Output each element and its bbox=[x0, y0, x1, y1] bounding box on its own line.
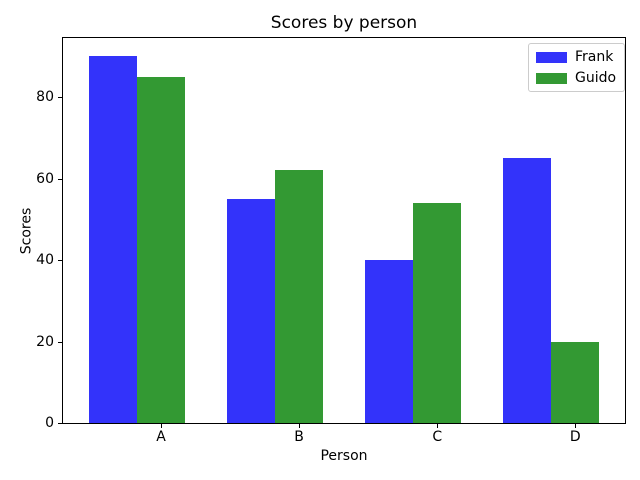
bar-guido-d bbox=[551, 341, 600, 423]
axes: A B C D 0 20 40 60 80 bbox=[36, 37, 626, 445]
y-tick-label-40: 40 bbox=[36, 252, 54, 269]
bar-frank-d bbox=[502, 158, 552, 423]
bar-guido-b bbox=[274, 170, 324, 423]
y-tick-label-20: 20 bbox=[36, 333, 54, 350]
y-tick bbox=[58, 178, 62, 180]
y-tick bbox=[58, 260, 62, 262]
chart-title: Scores by person bbox=[270, 13, 418, 33]
y-tick-label-60: 60 bbox=[36, 170, 54, 187]
x-tick bbox=[437, 424, 439, 428]
x-tick bbox=[161, 424, 163, 428]
plot-area bbox=[63, 38, 625, 423]
bar-guido-a bbox=[136, 76, 186, 423]
legend-label-guido: Guido bbox=[575, 70, 617, 86]
bar-guido-c bbox=[413, 203, 462, 423]
legend-label-frank: Frank bbox=[575, 49, 614, 65]
legend-swatch-frank bbox=[536, 51, 567, 63]
y-tick bbox=[58, 341, 62, 343]
bar-frank-a bbox=[88, 56, 137, 423]
x-tick-label-b: B bbox=[294, 429, 304, 445]
x-tick bbox=[575, 424, 577, 428]
x-tick bbox=[299, 424, 301, 428]
x-axis-label: Person bbox=[320, 448, 368, 464]
legend-item-guido: Guido bbox=[536, 70, 616, 86]
y-axis-label: Scores bbox=[18, 207, 35, 255]
y-tick-label-80: 80 bbox=[36, 89, 54, 106]
legend-item-frank: Frank bbox=[536, 49, 616, 65]
x-tick-label-d: D bbox=[569, 429, 581, 445]
y-tick bbox=[58, 97, 62, 99]
bar-frank-b bbox=[226, 198, 275, 423]
x-tick-label-a: A bbox=[156, 429, 166, 445]
x-tick-label-c: C bbox=[432, 429, 443, 445]
y-tick-label-0: 0 bbox=[45, 415, 54, 431]
legend-swatch-guido bbox=[536, 72, 567, 84]
bar-frank-c bbox=[364, 260, 414, 423]
legend: Frank Guido bbox=[528, 43, 626, 92]
y-tick bbox=[58, 423, 62, 424]
